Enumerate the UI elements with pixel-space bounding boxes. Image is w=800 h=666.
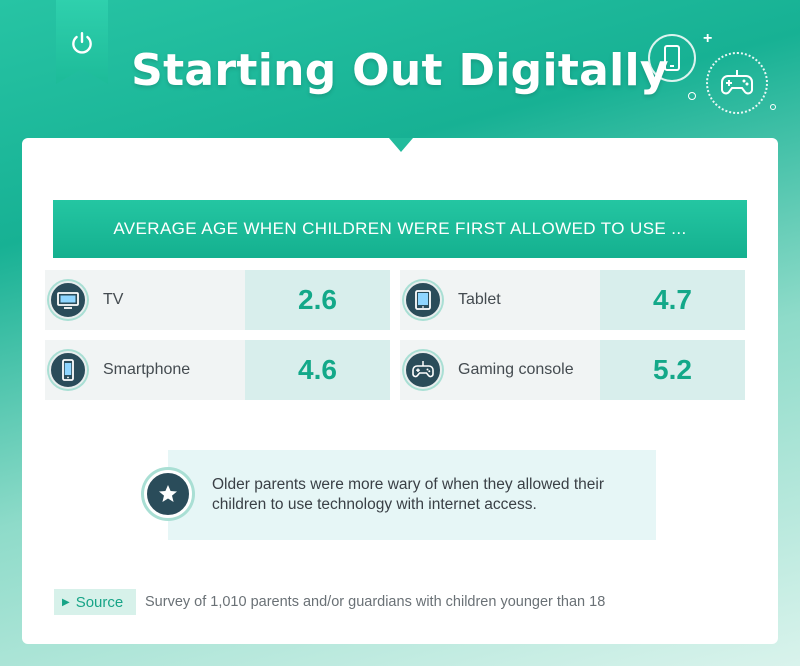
stat-gaming-console: Gaming console 5.2 — [400, 340, 745, 400]
tablet-icon — [404, 281, 442, 319]
section-banner: AVERAGE AGE WHEN CHILDREN WERE FIRST ALL… — [53, 200, 747, 258]
plus-icon: + — [703, 30, 713, 47]
phone-icon — [648, 34, 696, 82]
source-label-text: Source — [75, 593, 124, 611]
smartphone-icon — [49, 351, 87, 389]
play-icon: ▶ — [62, 596, 70, 608]
stat-value: 4.7 — [600, 270, 745, 330]
tv-icon — [49, 281, 87, 319]
stat-label: Smartphone — [103, 361, 191, 378]
stat-tablet: Tablet 4.7 — [400, 270, 745, 330]
power-icon — [72, 32, 92, 54]
stat-smartphone: Smartphone 4.6 — [45, 340, 390, 400]
gamepad-icon — [404, 351, 442, 389]
decorative-dot — [770, 104, 776, 110]
source-label: ▶ Source — [54, 589, 136, 615]
note-text: Older parents were more wary of when the… — [212, 476, 604, 513]
decorative-dot — [688, 92, 696, 100]
stat-value: 5.2 — [600, 340, 745, 400]
source-text: Survey of 1,010 parents and/or guardians… — [145, 594, 606, 610]
page-title: Starting Out Digitally — [131, 45, 669, 96]
callout-note: Older parents were more wary of when the… — [144, 450, 656, 540]
stat-label: TV — [103, 291, 124, 308]
star-icon — [144, 470, 192, 518]
stat-label: Gaming console — [458, 361, 574, 378]
stat-value: 2.6 — [245, 270, 390, 330]
gamepad-icon — [706, 52, 768, 114]
stat-value: 4.6 — [245, 340, 390, 400]
stat-tv: TV 2.6 — [45, 270, 390, 330]
header: Starting Out Digitally + — [0, 0, 800, 150]
stat-label: Tablet — [458, 291, 501, 308]
